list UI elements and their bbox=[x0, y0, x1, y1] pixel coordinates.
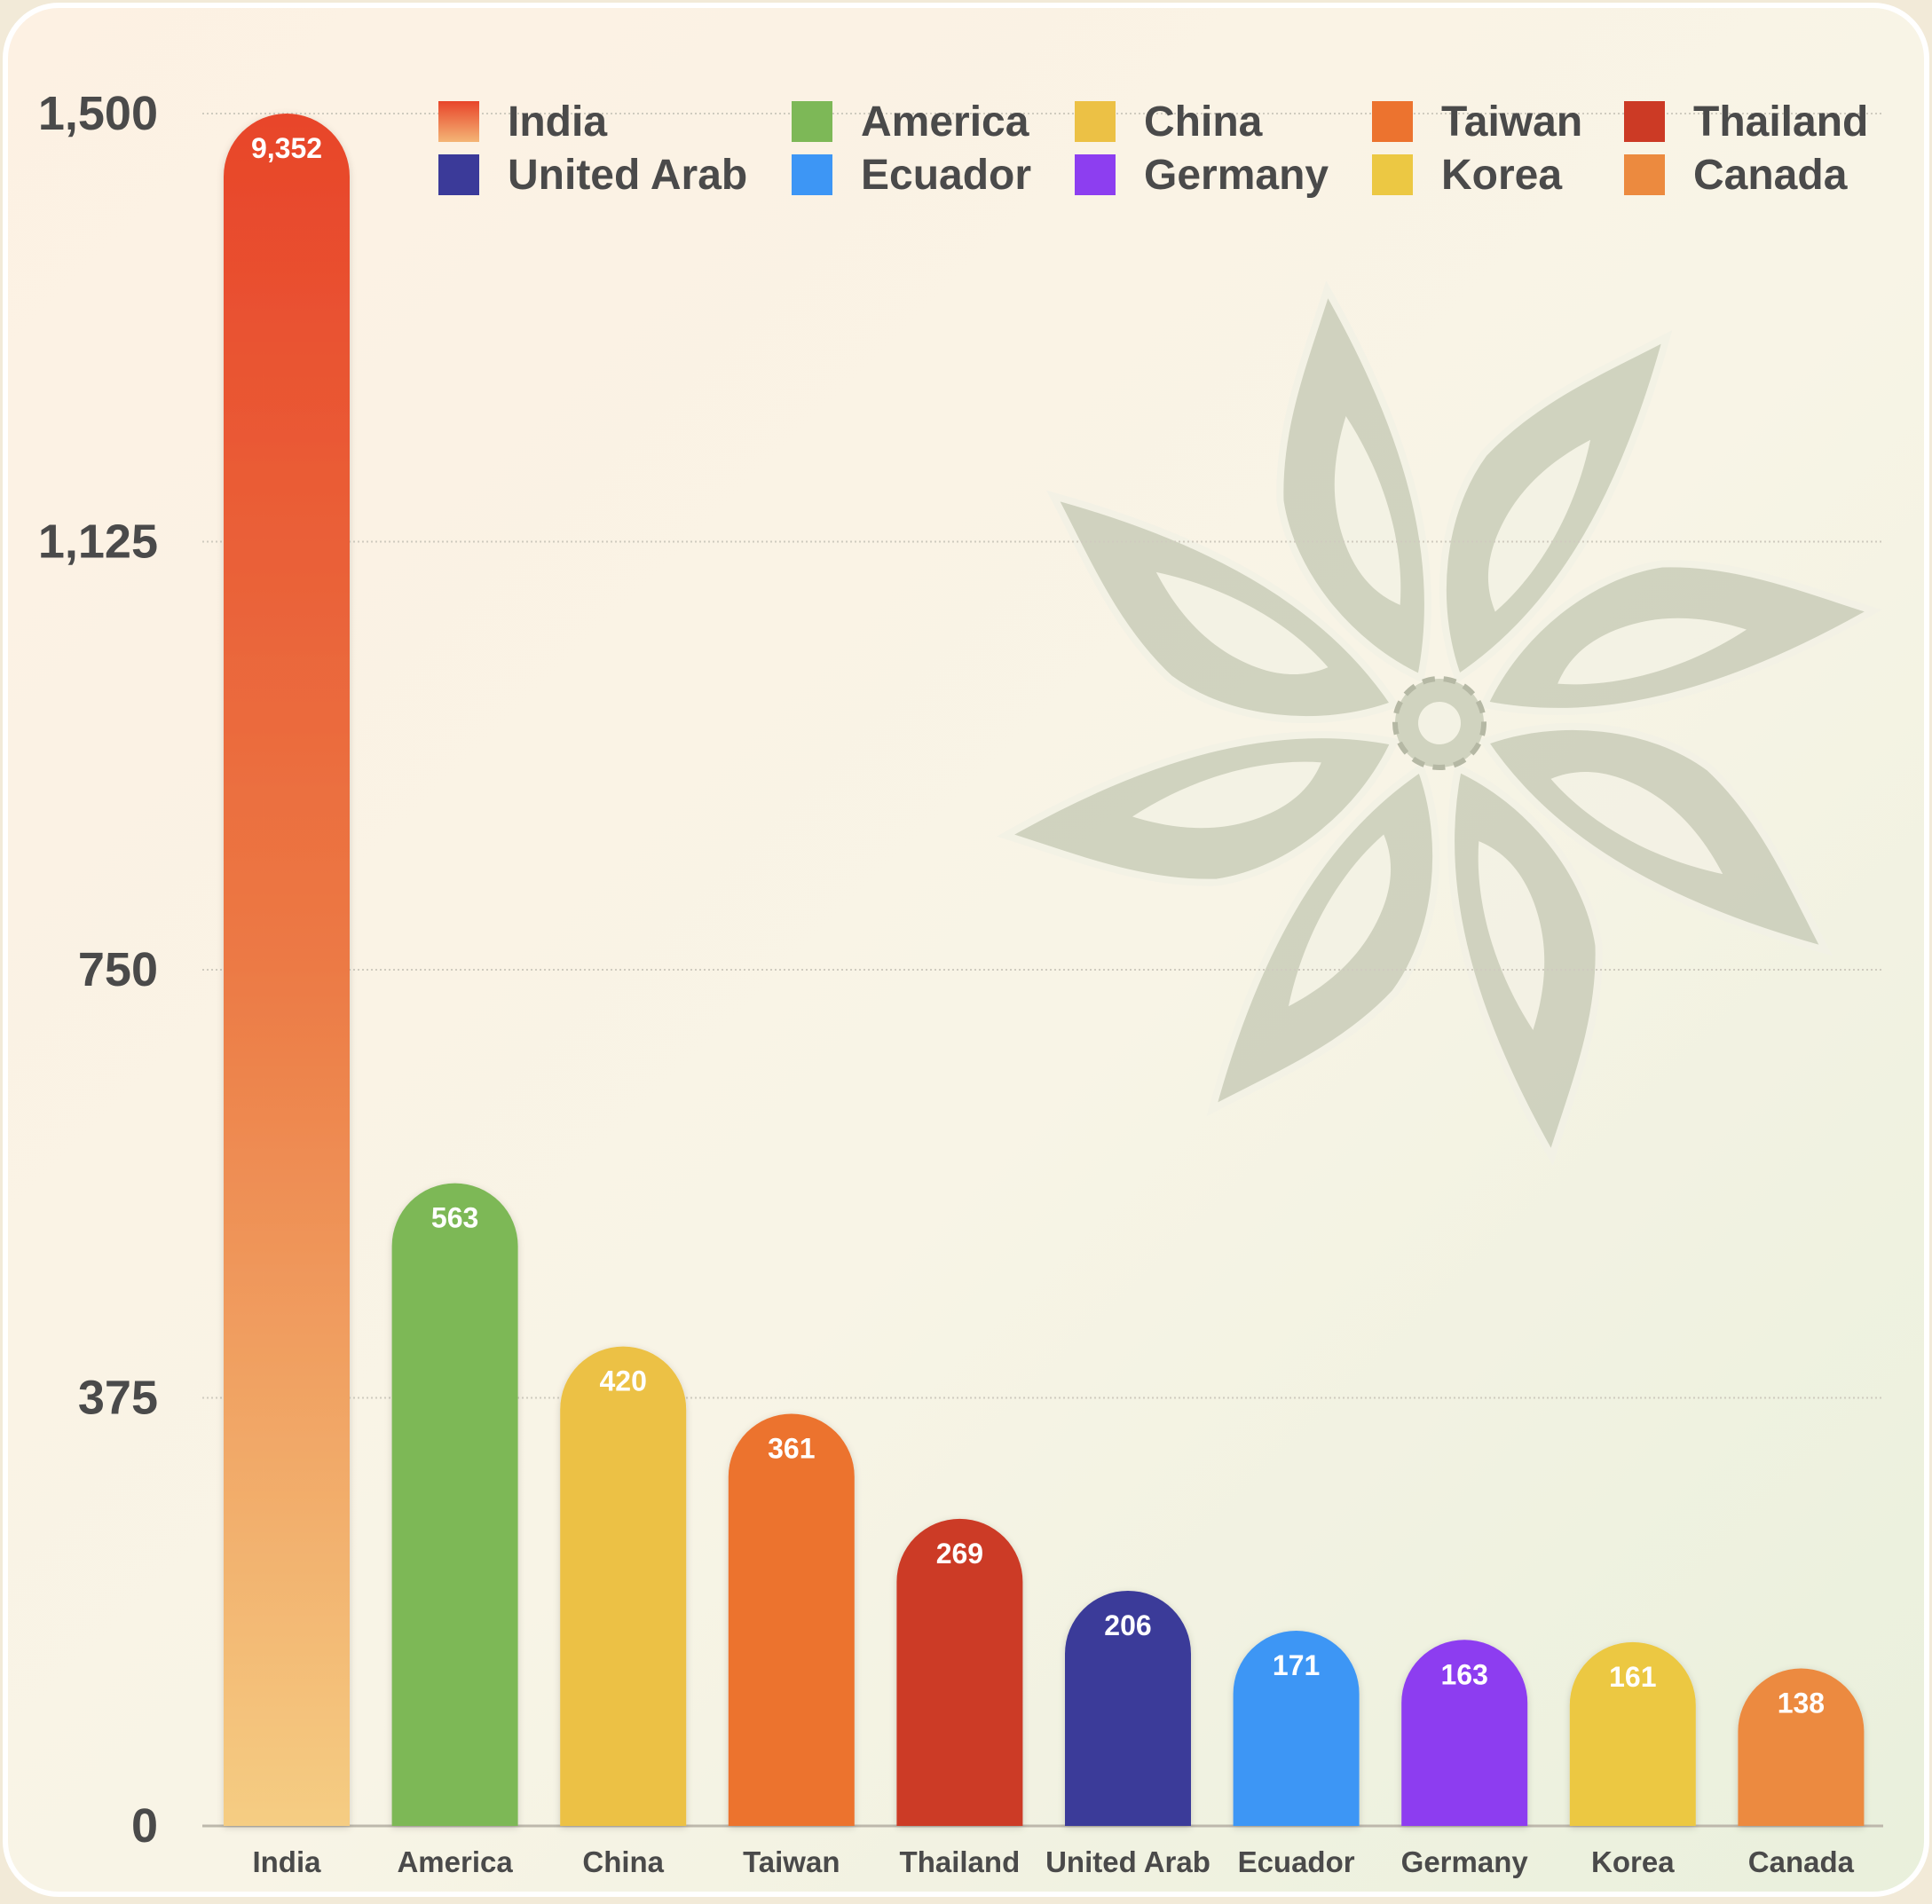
bar-taiwan[interactable] bbox=[728, 1413, 855, 1826]
bar-value-label: 138 bbox=[1778, 1687, 1825, 1719]
bar-value-label: 269 bbox=[936, 1538, 983, 1570]
watermark-petal bbox=[1447, 763, 1603, 1166]
legend-swatch bbox=[792, 101, 832, 142]
legend-label[interactable]: United Arab bbox=[508, 152, 747, 199]
bar-germany[interactable] bbox=[1401, 1640, 1528, 1826]
legend-swatch bbox=[1372, 101, 1413, 142]
bar-value-label: 563 bbox=[431, 1202, 478, 1234]
y-tick-label: 1,125 bbox=[38, 515, 158, 569]
watermark-petal-hole bbox=[1557, 618, 1747, 685]
watermark-petal-hole bbox=[1550, 771, 1723, 875]
bar-value-label: 361 bbox=[768, 1433, 815, 1465]
bar-america[interactable] bbox=[391, 1183, 518, 1826]
legend-label[interactable]: Korea bbox=[1441, 152, 1562, 199]
x-tick-label: India bbox=[252, 1845, 321, 1878]
legend-label[interactable]: Germany bbox=[1144, 152, 1329, 199]
legend-label[interactable]: Ecuador bbox=[861, 152, 1031, 199]
bar-china[interactable] bbox=[560, 1346, 687, 1826]
watermark-petal-hole bbox=[1478, 841, 1545, 1030]
watermark-petal bbox=[1046, 490, 1400, 724]
y-tick-label: 375 bbox=[78, 1372, 158, 1425]
bar-value-label: 9,352 bbox=[251, 132, 322, 164]
y-tick-label: 1,500 bbox=[38, 87, 158, 140]
legend-label[interactable]: Thailand bbox=[1693, 98, 1868, 146]
watermark-petal bbox=[997, 731, 1400, 886]
star-anise-watermark bbox=[997, 280, 1882, 1166]
x-tick-label: China bbox=[582, 1845, 664, 1878]
legend-swatch bbox=[792, 154, 832, 195]
x-tick-label: Canada bbox=[1748, 1845, 1855, 1878]
x-tick-label: Thailand bbox=[900, 1845, 1021, 1878]
watermark-petal bbox=[1479, 722, 1833, 956]
x-tick-label: Taiwan bbox=[743, 1845, 840, 1878]
legend-label[interactable]: America bbox=[861, 98, 1029, 146]
legend-label[interactable]: China bbox=[1144, 98, 1263, 146]
legend-label[interactable]: Taiwan bbox=[1441, 98, 1582, 146]
y-axis-ticks: 0 375 750 1,125 1,500 bbox=[38, 87, 158, 1853]
x-axis-ticks: India America China Taiwan Thailand United Ar… bbox=[252, 1845, 1854, 1878]
watermark-petal bbox=[1439, 330, 1673, 684]
watermark-petal bbox=[1479, 560, 1882, 715]
x-tick-label: America bbox=[397, 1845, 513, 1878]
legend-label[interactable]: India bbox=[508, 98, 607, 146]
x-tick-label: Korea bbox=[1591, 1845, 1675, 1878]
legend-swatch bbox=[1075, 154, 1116, 195]
legend-label[interactable]: Canada bbox=[1693, 152, 1848, 199]
legend-swatch bbox=[438, 101, 479, 142]
watermark-petal bbox=[1276, 280, 1431, 683]
legend-swatch bbox=[438, 154, 479, 195]
y-tick-label: 0 bbox=[131, 1799, 158, 1853]
watermark-petal-hole bbox=[1334, 416, 1401, 605]
bar-united-arab[interactable] bbox=[1065, 1590, 1191, 1826]
x-tick-label: Ecuador bbox=[1238, 1845, 1355, 1878]
x-tick-label: United Arab bbox=[1045, 1845, 1210, 1878]
legend-swatch bbox=[1075, 101, 1116, 142]
legend-swatch bbox=[1624, 101, 1665, 142]
bar-ecuador[interactable] bbox=[1233, 1630, 1360, 1826]
bar-thailand[interactable] bbox=[896, 1518, 1023, 1826]
legend-swatch bbox=[1624, 154, 1665, 195]
watermark-petal-hole bbox=[1288, 834, 1392, 1007]
bar-value-label: 420 bbox=[600, 1365, 647, 1397]
watermark-center-hole bbox=[1418, 702, 1461, 744]
bar-india[interactable] bbox=[224, 114, 350, 1826]
watermark-petal-hole bbox=[1132, 761, 1321, 829]
bar-canada[interactable] bbox=[1738, 1668, 1865, 1826]
bar-korea[interactable] bbox=[1569, 1641, 1696, 1826]
legend: India United Arab America Ecuador China Germa… bbox=[438, 98, 1868, 199]
bars: 9,352 563 420 361 269 206 171 163 161 138 bbox=[224, 114, 1865, 1826]
bar-value-label: 206 bbox=[1104, 1609, 1151, 1641]
watermark-petal bbox=[1206, 762, 1440, 1116]
legend-swatch bbox=[1372, 154, 1413, 195]
watermark-petal-hole bbox=[1155, 571, 1329, 675]
bar-value-label: 171 bbox=[1273, 1649, 1320, 1681]
watermark-petal-hole bbox=[1487, 439, 1591, 612]
x-tick-label: Germany bbox=[1401, 1845, 1529, 1878]
y-tick-label: 750 bbox=[78, 943, 158, 996]
bar-value-label: 163 bbox=[1441, 1658, 1488, 1690]
bar-value-label: 161 bbox=[1609, 1661, 1656, 1693]
